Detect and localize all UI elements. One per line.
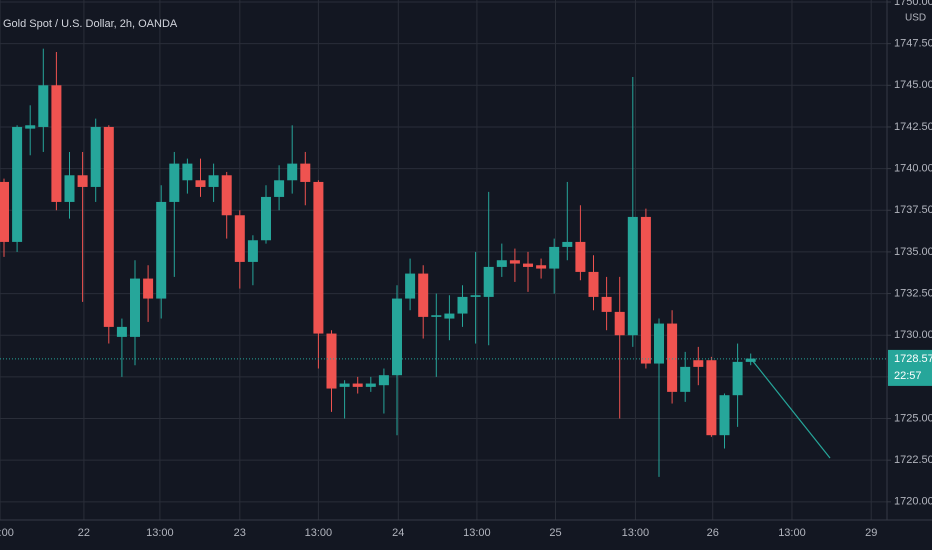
candle-body [496,260,507,267]
candle-body [38,85,49,127]
candle-body [300,163,311,182]
x-tick-label: 24 [392,527,404,539]
candle-body [64,175,75,202]
candle-body [221,175,232,216]
candle-body [77,175,88,187]
candle-body [549,246,560,269]
y-tick-label: 1725.000 [894,412,932,424]
candle-body [483,266,494,297]
candle-body [444,313,455,319]
candle-body [575,241,586,272]
x-tick-label: 13:00 [622,527,650,539]
candle-body [378,375,389,386]
candle-body [627,216,638,336]
candle-body [640,216,651,364]
candle-body [470,295,481,297]
candle-body [182,163,193,181]
candle-body [234,215,245,262]
x-tick-label: 13:00 [463,527,491,539]
candle-body [418,273,429,317]
y-tick-label: 1742.500 [894,121,932,133]
currency-label: USD [905,13,926,24]
x-tick-label: 23 [234,527,246,539]
candle-body [247,240,258,262]
candle-body [195,180,206,187]
candle-body [365,383,376,387]
x-tick-label: 22 [78,527,90,539]
candle-body [156,201,167,299]
y-tick-label: 1735.000 [894,246,932,258]
x-tick-label: 13:00 [146,527,174,539]
candle-body [706,360,717,436]
candle-body [208,175,219,187]
candle-body [116,326,127,337]
candle-body [536,265,547,269]
candle-body [0,181,9,242]
candle-body [732,361,743,396]
candle-body [431,315,442,317]
candle-body [103,126,114,327]
candle-body [667,323,678,392]
candle-body [352,383,363,387]
projection-line [751,359,831,459]
y-tick-label: 1740.000 [894,163,932,175]
x-tick-label: 13:00 [778,527,806,539]
candle-body [745,358,756,362]
y-tick-label: 1750.000 [894,0,932,8]
candle-body [12,126,23,242]
y-tick-label: 1747.500 [894,38,932,50]
candle-body [405,273,416,299]
chart-title: Gold Spot / U.S. Dollar, 2h, OANDA [3,18,178,30]
candle-body [274,180,285,197]
candle-body [719,395,730,436]
candle-body [457,296,468,314]
candle-body [313,181,324,334]
candles [0,48,887,477]
candle-body [601,296,612,312]
y-tick-label: 1720.000 [894,496,932,508]
countdown-label: 22:57 [894,370,922,382]
x-tick-label: 26 [707,527,719,539]
candle-body [261,196,271,241]
y-tick-label: 1722.500 [894,454,932,466]
y-tick-label: 1737.500 [894,204,932,216]
candle-body [392,298,402,376]
candle-body [326,333,337,389]
candle-body [588,271,599,297]
candle-body [654,323,664,364]
x-tick-label: 29 [865,527,877,539]
y-tick-label: 1730.000 [894,329,932,341]
candle-body [130,278,140,337]
candle-body [339,383,350,387]
x-tick-label: 13:00 [0,527,14,539]
x-tick-label: 13:00 [305,527,333,539]
candle-body [509,260,520,264]
candle-body [90,126,101,187]
candle-body [25,125,36,129]
last-price-box [888,349,932,386]
candle-body [287,163,298,181]
candle-body [680,366,691,392]
candle-body [51,85,62,202]
candle-body [143,278,154,299]
candle-body [562,241,573,247]
candle-body [614,311,625,336]
y-tick-label: 1732.500 [894,287,932,299]
last-price-label: 1728.579 [894,353,932,365]
candle-body [169,163,180,202]
y-tick-label: 1745.000 [894,79,932,91]
candle-body [523,263,533,267]
x-tick-label: 25 [549,527,561,539]
candle-body [693,360,704,367]
